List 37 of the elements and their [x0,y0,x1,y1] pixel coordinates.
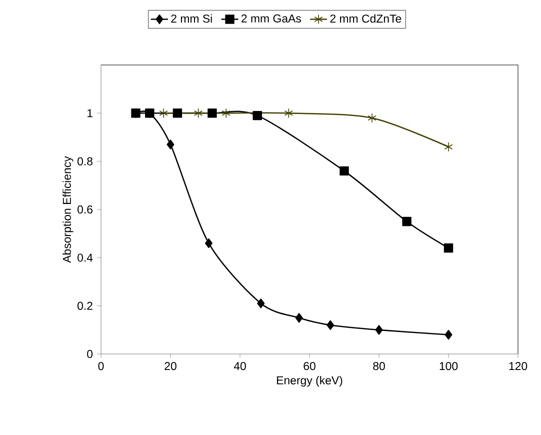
point [444,330,452,340]
y-tick-label: 0.2 [78,302,92,310]
y-tick-label: 0.4 [78,254,93,262]
point [326,320,334,330]
y-tick-label: 1 [87,109,92,118]
legend-label: 2 mm GaAs [242,14,301,23]
point [444,243,454,253]
point [222,108,230,118]
point [257,298,265,308]
x-tick-label: 100 [440,362,458,370]
point [166,140,174,150]
y-tick-label: 0 [87,350,93,358]
y-tick-label: 0.6 [78,205,92,214]
x-tick-label: 20 [164,362,176,370]
point [340,166,349,176]
point [444,142,453,152]
x-axis-title: Energy (keV) [277,376,342,387]
point [375,325,383,335]
x-tick-label: 0 [98,362,104,370]
y-tick-label: 0.8 [78,157,92,166]
y-axis-title: Absorption Efficiency [62,156,74,263]
point [194,108,203,118]
point [159,108,168,118]
x-tick-label: 120 [509,362,528,370]
x-tick-label: 40 [234,362,246,370]
point [402,216,412,226]
x-tick-label: 60 [304,362,316,370]
x-tick-label: 80 [373,362,385,370]
point [295,312,303,323]
point [208,108,217,118]
point [368,113,376,123]
legend-label: 2 mm CdZnTe [330,14,402,23]
legend-label: 2 mm Si [171,14,212,23]
point [204,238,213,248]
point [172,108,182,118]
point [284,108,293,118]
point [252,110,262,120]
